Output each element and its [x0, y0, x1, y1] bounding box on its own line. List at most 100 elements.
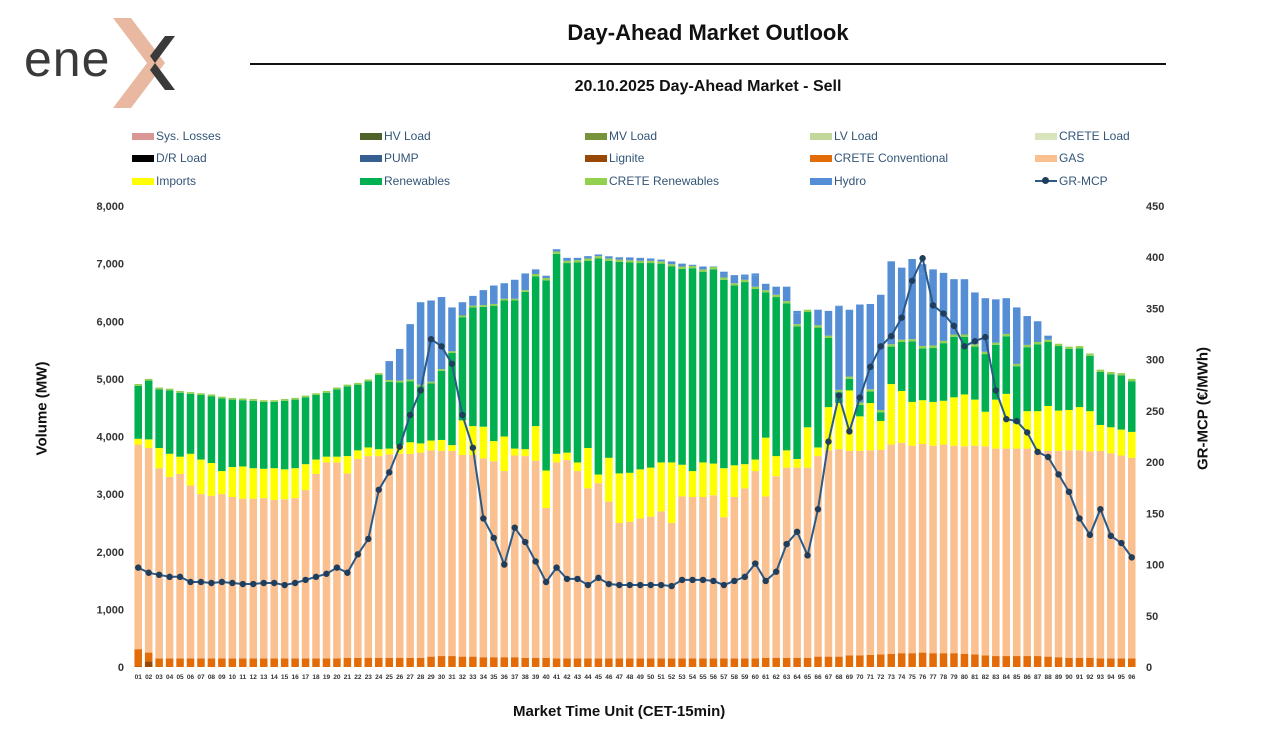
bar-crete-conventional-67: [824, 656, 833, 667]
x-tick-label: 40: [542, 674, 550, 681]
legend-label: MV Load: [609, 129, 658, 143]
bar-crete-conventional-47: [615, 658, 624, 667]
point-gr-mcp-85: [1013, 417, 1020, 425]
bar-renewables-44: [584, 260, 592, 449]
bar-renewables-63: [782, 303, 791, 451]
x-tick-label: 53: [678, 674, 686, 681]
bar-crete-conventional-50: [646, 658, 655, 667]
bar-imports-77: [929, 401, 937, 446]
point-gr-mcp-74: [898, 314, 905, 321]
legend-label: CRETE Conventional: [834, 151, 949, 165]
bar-crete-conventional-57: [720, 658, 728, 667]
point-gr-mcp-20: [333, 564, 341, 571]
point-gr-mcp-08: [208, 579, 215, 587]
x-tick-label: 38: [522, 674, 530, 681]
point-gr-mcp-88: [1044, 453, 1052, 461]
bar-gas-91: [1075, 450, 1084, 658]
x-tick-label: 28: [417, 674, 425, 681]
bar-crete-renewables-89: [1054, 343, 1063, 347]
bar-renewables-16: [291, 399, 299, 469]
point-gr-mcp-91: [1076, 515, 1083, 522]
bar-hydro-top-59: [741, 274, 749, 277]
bar-crete-renewables-57: [720, 277, 728, 280]
x-tick-label: 03: [156, 674, 164, 681]
legend-swatch: [585, 154, 607, 162]
bar-imports-95: [1117, 429, 1126, 456]
bar-imports-93: [1096, 424, 1105, 451]
legend-swatch: [1035, 132, 1057, 140]
legend-swatch: [132, 132, 154, 140]
legend-item-crete-renewables: CRETE Renewables: [585, 174, 719, 188]
x-tick-label: 16: [291, 674, 299, 681]
bar-hydro-83: [992, 299, 1000, 343]
bar-imports-49: [636, 469, 644, 519]
x-tick-label: 43: [574, 674, 582, 681]
point-gr-mcp-26: [396, 443, 403, 450]
bar-crete-conventional-72: [877, 654, 885, 667]
bar-crete-conventional-15: [280, 658, 289, 667]
legend-item-gas: GAS: [1035, 151, 1084, 165]
point-gr-mcp-81: [971, 338, 979, 345]
bar-gas-66: [814, 456, 822, 657]
bar-crete-conventional-01: [134, 649, 142, 667]
bar-gas-09: [218, 494, 226, 659]
bar-imports-28: [416, 443, 425, 453]
bar-crete-conventional-07: [197, 658, 205, 667]
point-gr-mcp-95: [1118, 539, 1125, 547]
bar-renewables-30: [437, 370, 446, 440]
legend-label: LV Load: [834, 129, 878, 143]
point-gr-mcp-90: [1065, 488, 1073, 496]
point-gr-mcp-63: [783, 540, 790, 548]
x-tick-label: 62: [773, 674, 781, 681]
x-tick-label: 19: [323, 674, 331, 681]
bar-renewables-64: [793, 326, 801, 459]
bar-renewables-17: [301, 397, 310, 465]
legend-swatch: [1035, 175, 1057, 187]
legend-label: Sys. Losses: [156, 129, 221, 143]
bar-gas-35: [490, 461, 498, 658]
point-gr-mcp-73: [888, 332, 895, 340]
bar-gas-86: [1023, 448, 1031, 657]
x-tick-label: 80: [961, 674, 969, 681]
point-gr-mcp-64: [793, 528, 801, 535]
x-tick-label: 45: [595, 674, 603, 681]
bar-gas-31: [448, 450, 456, 657]
bar-crete-renewables-26: [395, 380, 404, 383]
bar-hydro-55: [699, 266, 707, 270]
bar-crete-renewables-45: [594, 256, 603, 259]
bar-hydro-30: [437, 297, 446, 370]
point-gr-mcp-31: [448, 360, 456, 367]
bar-hydro-33: [469, 295, 477, 306]
point-gr-mcp-68: [835, 392, 843, 399]
point-gr-mcp-84: [1003, 415, 1010, 423]
logo: ene: [24, 30, 110, 88]
bar-crete-renewables-02: [144, 378, 153, 381]
bar-imports-82: [981, 411, 990, 447]
point-gr-mcp-60: [752, 560, 759, 567]
bar-hydro-66: [814, 319, 822, 326]
bar-hydro-84: [1002, 298, 1011, 334]
bar-hydro-73: [887, 261, 895, 345]
bar-gas-24: [375, 456, 383, 658]
bar-imports-34: [479, 426, 488, 459]
point-gr-mcp-53: [678, 576, 686, 584]
x-tick-label: 76: [919, 674, 927, 681]
legend-item-imports: Imports: [132, 174, 196, 188]
bar-crete-conventional-44: [584, 658, 592, 667]
bar-renewables-45: [594, 258, 603, 475]
point-gr-mcp-50: [647, 581, 654, 589]
bar-renewables-26: [395, 382, 404, 446]
bar-renewables-20: [333, 389, 341, 457]
bar-crete-renewables-44: [584, 258, 592, 261]
bar-crete-conventional-55: [699, 658, 707, 667]
legend-item-sys-losses: Sys. Losses: [132, 129, 221, 143]
y2-tick-label: 300: [1146, 355, 1164, 367]
bar-crete-renewables-50: [646, 260, 655, 264]
bar-crete-renewables-96: [1128, 378, 1136, 382]
bar-crete-renewables-32: [458, 315, 467, 318]
x-tick-label: 39: [532, 674, 540, 681]
bar-renewables-94: [1107, 374, 1115, 428]
point-gr-mcp-03: [155, 571, 163, 578]
bar-crete-renewables-37: [510, 298, 519, 301]
bar-hydro-32: [458, 302, 467, 316]
